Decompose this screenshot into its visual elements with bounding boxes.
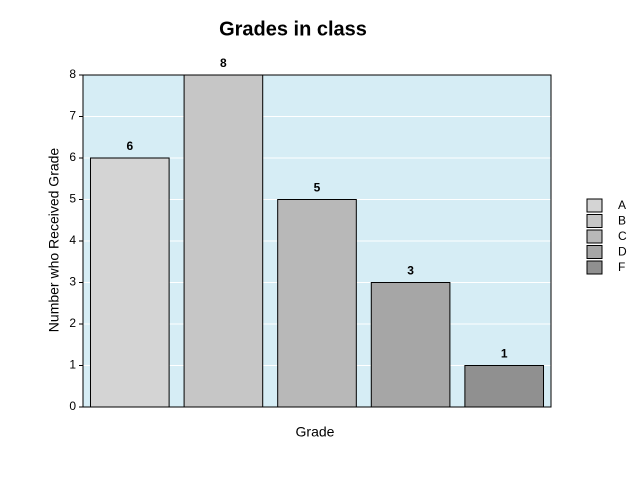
bar — [464, 365, 545, 408]
y-tick-label: 8 — [69, 67, 76, 81]
legend-label: F — [618, 260, 625, 274]
legend-swatch — [586, 198, 603, 213]
legend-label: C — [618, 229, 627, 243]
bar — [89, 157, 170, 408]
value-label: 3 — [407, 264, 414, 278]
y-tick-label: 3 — [69, 275, 76, 289]
bar — [370, 282, 451, 408]
y-tick-label: 0 — [69, 399, 76, 413]
y-axis-label: Number who Received Grade — [46, 148, 62, 333]
value-label: 8 — [220, 56, 227, 70]
legend-label: A — [618, 198, 626, 212]
y-tick-label: 4 — [69, 233, 76, 247]
bar — [183, 74, 264, 408]
value-label: 5 — [314, 181, 321, 195]
y-tick-label: 5 — [69, 192, 76, 206]
legend-label: B — [618, 214, 626, 228]
legend-swatch — [586, 245, 603, 259]
legend-swatch — [586, 260, 603, 275]
value-label: 1 — [501, 347, 508, 361]
y-tick-label: 6 — [69, 150, 76, 164]
x-axis-label: Grade — [296, 424, 335, 440]
y-tick-label: 7 — [69, 109, 76, 123]
chart-title: Grades in class — [219, 18, 367, 40]
bar — [277, 199, 357, 408]
legend-swatch — [586, 214, 603, 228]
value-label: 6 — [126, 139, 133, 153]
y-tick-label: 2 — [69, 316, 76, 330]
legend-label: D — [618, 245, 627, 259]
y-tick-label: 1 — [69, 358, 76, 372]
legend-swatch — [586, 229, 603, 244]
